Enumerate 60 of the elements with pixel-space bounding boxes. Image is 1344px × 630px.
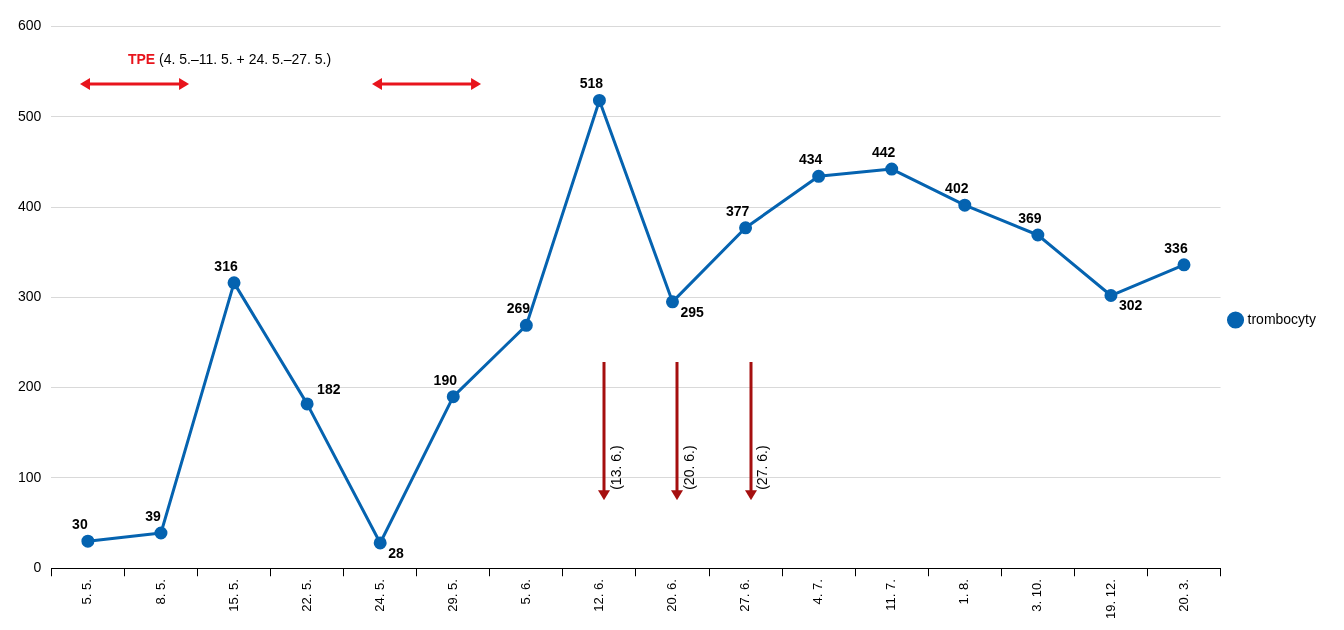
point — [592, 93, 606, 107]
point — [1031, 228, 1045, 242]
data-label: 336 — [1164, 239, 1188, 256]
data-label: 369 — [1018, 209, 1042, 226]
x-tick-label: 29. 5. — [444, 579, 460, 612]
data-label: 377 — [725, 202, 750, 219]
point — [958, 198, 972, 212]
x-tick-label: 20. 6. — [664, 579, 680, 612]
annotation: (13. 6.) — [608, 445, 625, 490]
point — [519, 318, 533, 332]
y-tick-label: 600 — [18, 17, 42, 34]
data-label: 182 — [317, 380, 341, 397]
x-tick-label: 15. 5. — [225, 579, 241, 612]
point — [885, 162, 899, 176]
data-label: 316 — [214, 257, 238, 274]
point — [739, 221, 753, 235]
point — [1104, 289, 1118, 303]
point — [1177, 258, 1191, 272]
data-label: 295 — [680, 303, 705, 320]
data-label: 269 — [506, 300, 531, 317]
x-tick-label: 5. 6. — [517, 579, 533, 605]
y-tick-label: 200 — [18, 378, 42, 395]
x-tick-label: 3. 10. — [1029, 579, 1045, 612]
x-tick-label: 12. 6. — [590, 579, 606, 612]
data-label: 30 — [72, 516, 88, 533]
data-label: 442 — [872, 143, 896, 160]
x-tick-label: 11. 7. — [883, 579, 899, 611]
point — [81, 534, 95, 548]
x-tick-label: 27. 6. — [737, 579, 753, 612]
x-tick-label: 1. 8. — [956, 579, 972, 605]
y-tick-label: 500 — [18, 107, 42, 124]
x-tick-label: 8. 5. — [152, 579, 168, 605]
x-tick-label: 19. 12. — [1102, 579, 1118, 620]
y-tick-label: 0 — [33, 559, 42, 576]
point — [812, 169, 826, 183]
y-tick-label: 400 — [18, 197, 42, 214]
data-label: 518 — [579, 75, 604, 92]
point — [300, 397, 314, 411]
data-label: 190 — [433, 371, 458, 388]
data-label: 402 — [945, 180, 969, 197]
point — [154, 526, 168, 540]
point — [373, 536, 387, 550]
x-tick-label: 4. 7. — [810, 579, 826, 605]
annotation: TPE (4. 5.–11. 5. + 24. 5.–27. 5.) — [127, 51, 332, 68]
point — [665, 295, 679, 309]
annotation: (27. 6.) — [754, 445, 771, 490]
x-tick-label: 20. 3. — [1175, 579, 1191, 612]
x-tick-label: 22. 5. — [298, 579, 314, 612]
point — [446, 390, 460, 404]
y-tick-label: 100 — [18, 468, 42, 485]
y-tick-label: 300 — [18, 288, 42, 305]
legend-label: trombocyty — [1247, 310, 1317, 327]
x-tick-label: 5. 5. — [79, 579, 95, 605]
x-tick-label: 24. 5. — [371, 579, 387, 612]
annotation: (20. 6.) — [681, 445, 698, 490]
point — [227, 276, 241, 290]
data-label: 28 — [388, 544, 404, 561]
data-label: 302 — [1118, 297, 1143, 314]
data-label: 434 — [798, 151, 823, 168]
data-label: 39 — [145, 507, 161, 524]
